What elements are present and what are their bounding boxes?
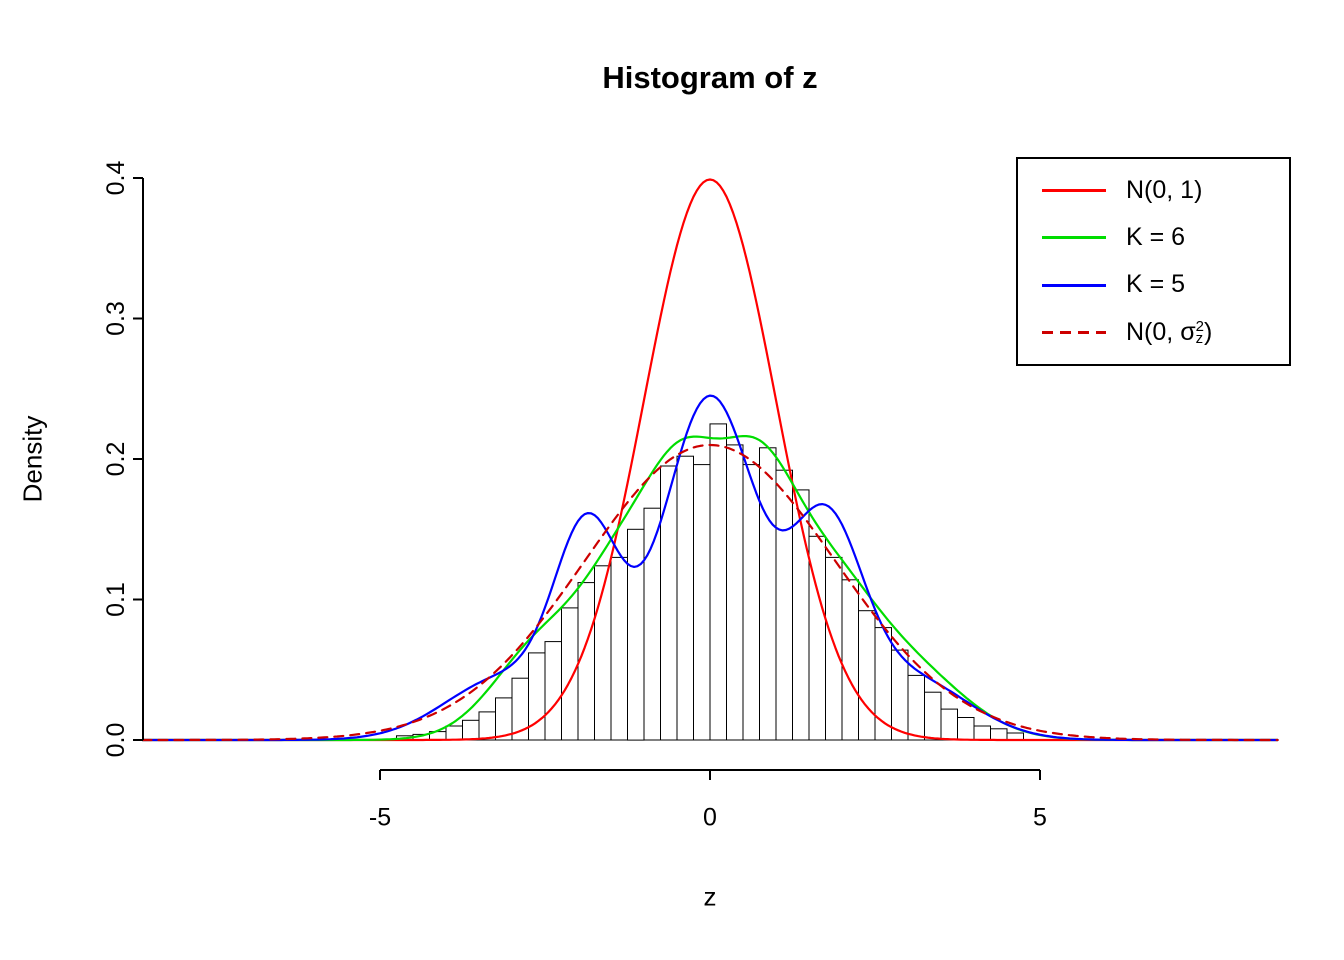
histogram-bar xyxy=(957,717,975,741)
legend-item: K = 5 xyxy=(1018,271,1289,299)
y-tick-label: 0.3 xyxy=(102,301,130,336)
histogram-bar xyxy=(858,610,876,741)
legend-item-label: N(0, σ 2 z) xyxy=(1126,317,1213,348)
plot-title: Histogram of z xyxy=(602,60,818,95)
x-tick-label: -5 xyxy=(369,804,391,832)
histogram-bar xyxy=(825,556,843,741)
histogram-bar xyxy=(445,725,463,741)
histogram-bar xyxy=(660,465,678,741)
legend-item-label: N(0, 1) xyxy=(1126,175,1203,204)
x-tick-label: 5 xyxy=(1033,804,1047,832)
y-axis-title: Density xyxy=(17,415,48,503)
legend-item-label: K = 6 xyxy=(1126,223,1186,252)
legend-dashed-line-sample xyxy=(1042,330,1106,334)
x-tick-label: 0 xyxy=(703,804,717,832)
legend-item: K = 6 xyxy=(1018,224,1289,252)
curve-n-0-sigma-z-2 xyxy=(141,443,1279,742)
histogram-bar xyxy=(792,489,810,741)
histogram-bar xyxy=(742,464,760,741)
histogram-bar xyxy=(775,469,793,741)
histogram-bar xyxy=(726,444,744,741)
histogram-bar xyxy=(693,464,711,741)
y-tick-label: 0.1 xyxy=(102,582,130,617)
histogram-bar xyxy=(907,674,925,741)
histogram-bar xyxy=(924,691,942,741)
legend-line-sample xyxy=(1042,236,1106,240)
legend-line-sample xyxy=(1042,283,1106,287)
y-tick-label: 0.4 xyxy=(102,161,130,196)
histogram-bar xyxy=(940,708,958,741)
histogram-bar xyxy=(709,423,727,741)
histogram-bar xyxy=(990,728,1008,741)
histogram-bar xyxy=(577,582,595,741)
x-axis-title: z xyxy=(703,881,717,912)
y-tick-label: 0.0 xyxy=(102,723,130,758)
histogram-bar xyxy=(891,649,909,741)
histogram-bar xyxy=(544,641,562,741)
histogram-bar xyxy=(610,556,628,741)
histogram-bar xyxy=(841,579,859,741)
histogram-bar xyxy=(759,447,777,741)
legend-item-label: K = 5 xyxy=(1126,270,1186,299)
legend: N(0, 1) K = 6 K = 5 N(0, σ 2 z) xyxy=(1016,157,1291,366)
histogram-bar xyxy=(627,528,645,741)
legend-item: N(0, 1) xyxy=(1018,175,1289,205)
legend-line-sample xyxy=(1042,189,1106,193)
legend-item: N(0, σ 2 z) xyxy=(1018,317,1289,348)
histogram-bar xyxy=(478,711,496,741)
curve-k-5 xyxy=(141,394,1279,742)
histogram-bar xyxy=(676,455,694,741)
y-tick-label: 0.2 xyxy=(102,442,130,477)
histogram-bar xyxy=(462,719,480,741)
histogram-bar xyxy=(561,607,579,741)
histogram-bar xyxy=(973,725,991,741)
